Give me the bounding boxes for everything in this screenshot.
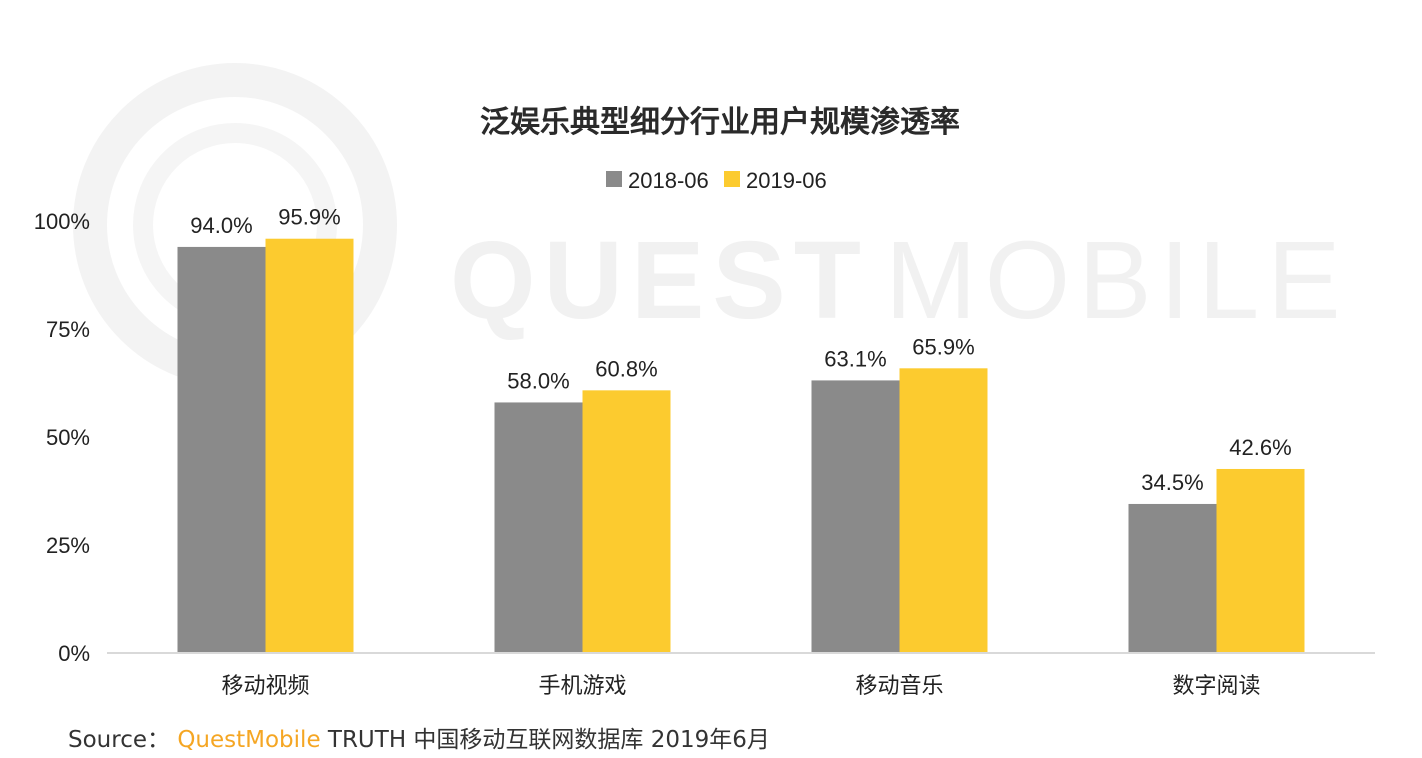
bar-2018-06-3 [811,380,900,653]
bar-2019-06-2 [582,390,671,653]
y-axis: 0% 25% 50% 75% 100% [34,209,90,666]
bars [177,238,1305,654]
y-tick-label: 100% [34,209,90,234]
category-label: 手机游戏 [538,674,626,699]
watermark-text-thin: MOBILE [885,219,1349,342]
y-tick-label: 75% [46,317,90,342]
legend-swatch-2019 [724,171,740,187]
bar-2018-06-2 [494,402,583,653]
data-label: 60.8% [595,356,657,381]
source-prefix: Source： [68,727,170,753]
source-note: Source： QuestMobile TRUTH 中国移动互联网数据库 201… [68,720,770,754]
data-label: 65.9% [912,334,974,359]
y-tick-label: 50% [46,425,90,450]
category-labels: 移动视频 手机游戏 移动音乐 数字阅读 [221,674,1260,699]
source-rest: TRUTH 中国移动互联网数据库 2019年6月 [327,727,770,753]
legend: 2018-06 2019-06 [606,168,827,193]
legend-label-2018: 2018-06 [628,168,709,193]
bar-2018-06-1 [177,246,266,654]
data-label: 34.5% [1141,470,1203,495]
y-tick-label: 0% [58,641,90,666]
legend-swatch-2018 [606,171,622,187]
data-label: 95.9% [278,205,340,230]
bar-2019-06-3 [899,368,988,653]
bar-2019-06-1 [265,238,354,653]
source-brand: QuestMobile [177,727,321,753]
category-label: 移动音乐 [855,674,943,699]
data-label: 63.1% [824,346,886,371]
y-tick-label: 25% [46,533,90,558]
chart-title: 泛娱乐典型细分行业用户规模渗透率 [480,105,960,140]
data-label: 94.0% [190,213,252,238]
bar-2018-06-4 [1128,503,1217,653]
data-label: 42.6% [1229,435,1291,460]
legend-label-2019: 2019-06 [746,168,827,193]
data-label: 58.0% [507,368,569,393]
category-label: 移动视频 [221,674,309,699]
category-label: 数字阅读 [1172,674,1260,699]
bar-2019-06-4 [1216,468,1305,653]
data-labels: 94.0% 95.9% 58.0% 60.8% 63.1% 65.9% 34.5% 42.6% [190,205,1291,495]
watermark-text-bold: QUEST [450,219,869,342]
